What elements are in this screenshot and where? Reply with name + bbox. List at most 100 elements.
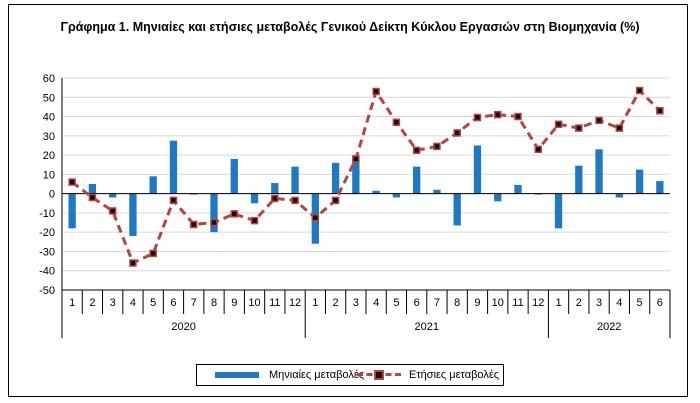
month-label: 6 [170,297,176,309]
annual-change-point [129,259,137,267]
bar-monthly-change [210,193,218,233]
year-label: 2022 [597,321,621,333]
bar-monthly-change [575,165,583,194]
month-label: 5 [637,297,643,309]
annual-change-point [554,120,563,129]
month-label: 8 [211,297,217,309]
annual-change-point [311,213,320,222]
bar-monthly-change [392,193,401,198]
legend-label-monthly: Μηνιαίες μεταβολές [269,369,365,381]
y-axis-labels: 60 50 40 30 20 10 0 -10 -20 -30 -40 -50 [39,73,55,297]
month-label: 2 [576,297,582,309]
month-label: 4 [130,297,136,309]
legend-line-swatch [357,370,401,380]
bar-monthly-change [453,193,461,226]
month-label: 8 [454,297,460,309]
bar-monthly-change [230,158,238,194]
month-label: 1 [312,297,318,309]
month-label: 10 [248,297,260,309]
bar-monthly-change [595,149,603,194]
annual-change-point [392,118,401,127]
legend-item-annual: Ετήσιες μεταβολές [357,369,499,381]
y-tick-label: -40 [39,266,55,278]
month-label: 2 [333,297,339,309]
bar-monthly-change [169,140,178,194]
month-label: 12 [532,297,544,309]
bar-monthly-change [494,193,502,202]
month-label: 6 [657,297,663,309]
bar-monthly-change [291,166,299,194]
legend-label-annual: Ετήσιες μεταβολές [409,369,500,381]
annual-change-point [108,207,117,215]
month-label: 10 [492,297,504,309]
y-tick-label: -10 [39,208,55,220]
year-label: 2021 [415,321,439,333]
y-tick-label: -30 [39,246,55,258]
legend-bar-swatch [215,372,259,378]
y-tick-label: 40 [43,112,55,124]
month-label: 11 [512,297,523,309]
annual-change-point [88,193,97,202]
annual-change-point [210,218,218,227]
y-tick-label: -50 [39,285,55,297]
annual-change-point [169,196,178,205]
month-label: 3 [596,297,602,309]
bar-monthly-change [271,183,279,194]
y-tick-label: 10 [43,169,55,181]
month-label: 3 [110,297,116,309]
month-label: 4 [616,297,622,309]
month-label: 5 [150,297,156,309]
annual-change-point [473,113,482,122]
bar-monthly-change [331,162,340,194]
annual-change-point [615,124,624,132]
month-label: 5 [393,297,399,309]
annual-change-point [271,194,279,203]
monthly-bars [68,140,664,244]
annual-change-point [250,216,259,225]
bar-monthly-change [372,190,380,194]
chart-frame [8,4,688,397]
month-label: 4 [373,297,379,309]
year-label: 2020 [171,321,195,333]
y-tick-label: 20 [43,150,55,162]
annual-change-point [635,86,644,95]
month-label: 6 [414,297,420,309]
month-label: 1 [555,297,561,309]
axes [61,78,671,338]
annual-change-point [230,210,239,218]
month-label: 12 [289,297,301,309]
y-tick-label: 0 [49,189,55,201]
bar-monthly-change [656,181,664,194]
annual-change-point [656,107,664,115]
month-label: 7 [434,297,440,309]
annual-change-point [412,146,421,155]
month-label: 9 [474,297,480,309]
annual-change-point [189,220,198,229]
y-tick-label: 60 [43,73,55,85]
annual-change-point [534,145,543,154]
annual-change-point [331,196,340,205]
bar-monthly-change [88,184,97,194]
y-tick-label: -20 [39,227,55,239]
annual-change-point [149,249,157,258]
y-tick-label: 30 [43,131,55,143]
bar-monthly-change [635,169,644,194]
bar-monthly-change [149,176,157,194]
bar-monthly-change [615,193,623,198]
bar-monthly-change [129,193,137,237]
month-label: 3 [353,297,359,309]
annual-change-point [493,110,502,119]
bar-monthly-change [68,193,76,229]
chart-title: Γράφημα 1. Μηνιαίες και ετήσιες μεταβολέ… [60,20,640,34]
annual-change-point [433,142,441,151]
bar-monthly-change [473,145,482,194]
legend: Μηνιαίες μεταβολές Ετήσιες μεταβολές [196,364,504,386]
annual-change-point [68,178,76,186]
annual-change-point [352,155,360,163]
annual-change-point [372,87,380,96]
annual-change-point [291,196,299,205]
bar-monthly-change [250,193,259,204]
bar-monthly-change [413,166,421,194]
